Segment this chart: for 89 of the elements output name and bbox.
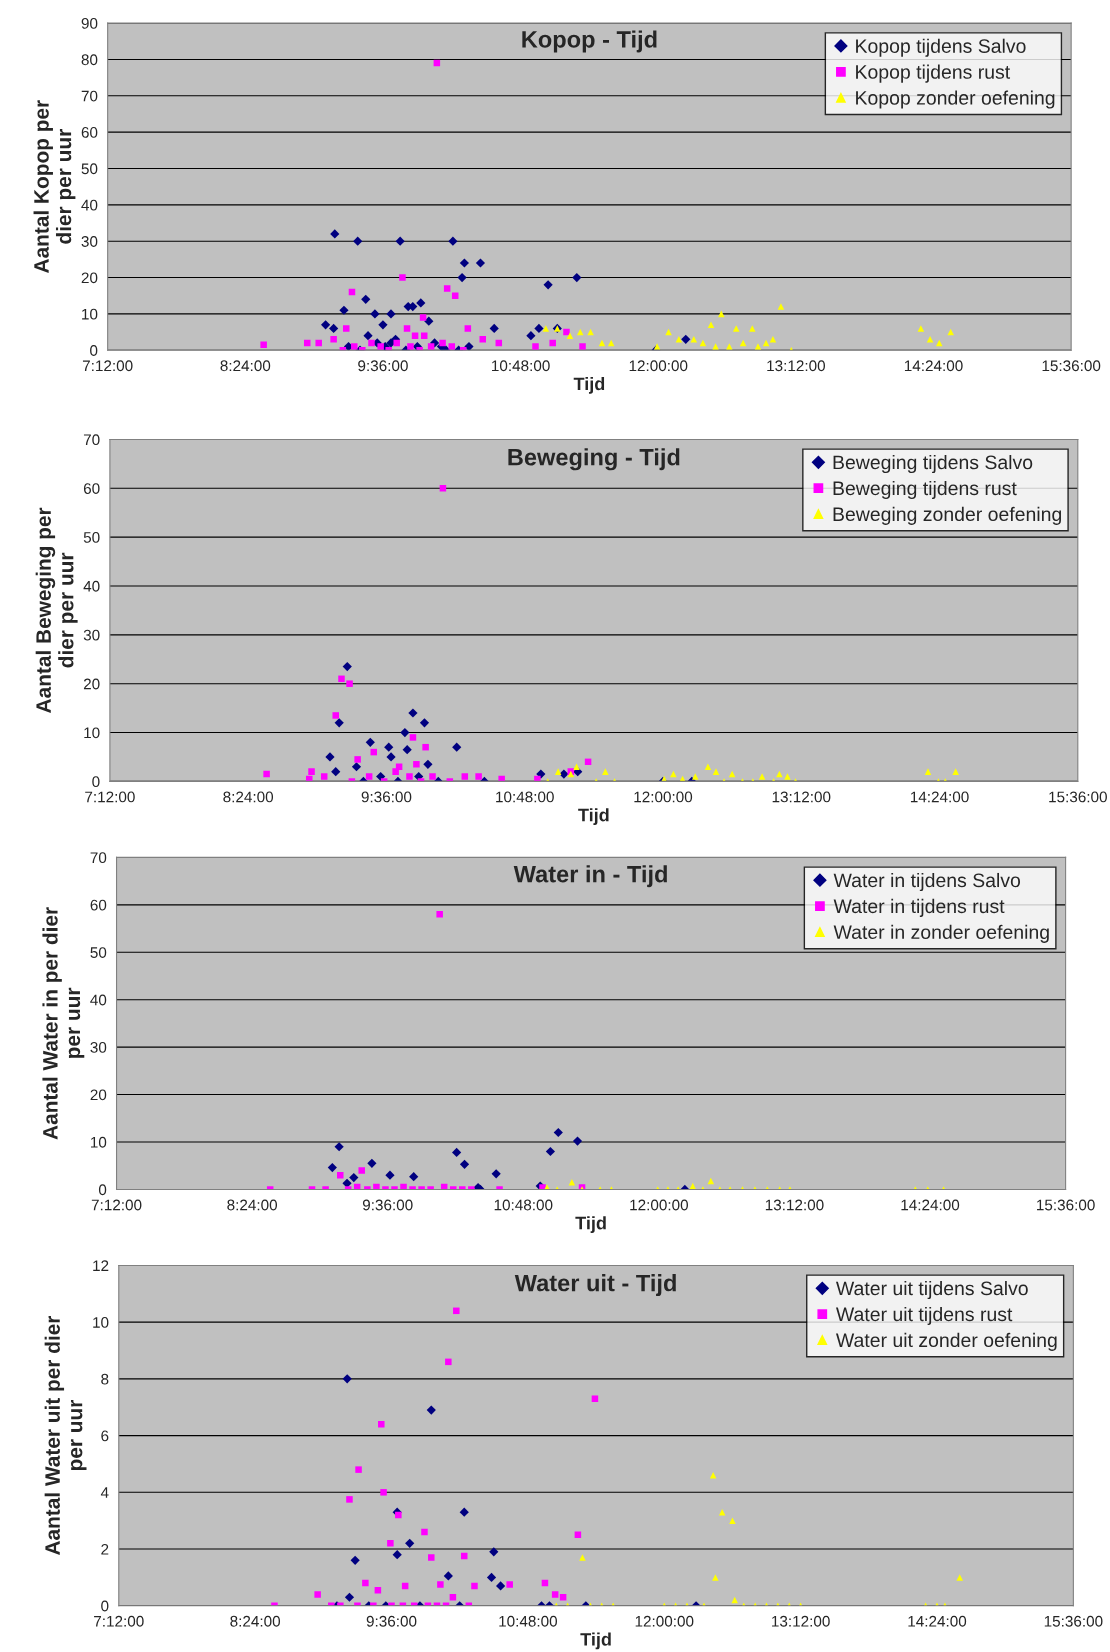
x-tick-label: 8:24:00 [227, 1199, 278, 1211]
legend-label: Water uit tijdens Salvo [835, 1280, 1028, 1300]
y-axis-title: Aantal Beweging per dier per uur [35, 507, 78, 713]
y-tick-label: 30 [81, 236, 98, 247]
x-tick-label: 15:36:00 [1044, 1615, 1103, 1627]
legend-label: Beweging tijdens rust [833, 480, 1017, 500]
x-axis-title: Tijd [573, 376, 605, 394]
x-tick-label: 12:00:00 [629, 360, 688, 372]
x-tick-label: 8:24:00 [223, 791, 274, 803]
x-tick-label: 14:24:00 [904, 360, 963, 372]
x-tick-label: 13:12:00 [767, 360, 826, 372]
y-tick-label: 90 [81, 18, 98, 29]
x-tick-label: 8:24:00 [220, 360, 271, 372]
x-tick-label: 14:24:00 [910, 791, 969, 803]
legend-label: Kopop zonder oefening [856, 90, 1055, 109]
legend-label: Water in zonder oefening [833, 924, 1049, 943]
y-tick-label: 60 [83, 483, 100, 494]
x-tick-label: 10:48:00 [492, 360, 550, 372]
y-tick-label: 6 [101, 1430, 109, 1442]
x-tick-label: 12:00:00 [635, 1615, 694, 1627]
y-tick-label: 4 [100, 1487, 109, 1498]
y-tick-label: 0 [98, 1184, 107, 1196]
y-tick-label: 0 [101, 1600, 109, 1612]
y-tick-label: 0 [92, 776, 100, 788]
x-tick-label: 10:48:00 [494, 1199, 553, 1211]
y-tick-label: 40 [90, 994, 107, 1006]
x-tick-label: 8:24:00 [230, 1615, 281, 1627]
y-tick-label: 0 [90, 345, 98, 356]
legend-label: Water uit tijdens rust [835, 1306, 1013, 1326]
y-tick-label: 80 [81, 54, 98, 66]
y-tick-label: 60 [81, 127, 98, 138]
legend-label: Beweging zonder oefening [833, 506, 1062, 525]
y-tick-label: 8 [101, 1373, 109, 1385]
x-tick-label: 7:12:00 [94, 1615, 144, 1627]
y-tick-label: 2 [101, 1543, 109, 1555]
y-tick-label: 40 [83, 580, 100, 592]
y-tick-label: 50 [83, 532, 100, 543]
x-tick-label: 15:36:00 [1037, 1199, 1095, 1211]
x-axis-title: Tijd [580, 1632, 611, 1650]
legend-label: Water uit zonder oefening [835, 1332, 1057, 1351]
y-tick-label: 30 [83, 629, 100, 641]
y-tick-label: 50 [81, 163, 98, 175]
x-tick-label: 10:48:00 [499, 1615, 558, 1627]
x-tick-label: 13:12:00 [765, 1199, 824, 1211]
y-tick-label: 70 [90, 852, 107, 864]
x-tick-label: 13:12:00 [772, 791, 831, 803]
x-tick-label: 14:24:00 [908, 1615, 967, 1627]
legend-label: Water in tijdens rust [833, 898, 1005, 917]
y-tick-label: 10 [91, 1136, 107, 1148]
chart-title: Beweging - Tijd [508, 448, 680, 471]
legend-label: Kopop tijdens Salvo [856, 38, 1026, 57]
y-tick-label: 10 [84, 727, 100, 739]
legend-label: Water in tijdens Salvo [833, 872, 1021, 892]
x-tick-label: 12:00:00 [630, 1199, 688, 1211]
x-tick-label: 9:36:00 [358, 360, 408, 372]
x-tick-label: 12:00:00 [634, 791, 693, 803]
y-tick-label: 60 [90, 899, 107, 911]
y-tick-label: 20 [90, 1089, 107, 1101]
x-axis-title: Tijd [575, 1216, 606, 1234]
y-axis-title: Aantal Water uit per dier per uur [44, 1315, 87, 1556]
chart-title: Water uit - Tijd [514, 1274, 676, 1297]
x-tick-label: 9:36:00 [361, 791, 412, 803]
y-tick-label: 70 [81, 90, 98, 102]
x-tick-label: 9:36:00 [362, 1199, 413, 1211]
x-tick-label: 13:12:00 [772, 1615, 830, 1627]
y-tick-label: 20 [81, 272, 98, 284]
y-tick-label: 20 [83, 678, 100, 690]
y-tick-label: 70 [83, 434, 100, 446]
x-tick-label: 15:36:00 [1042, 360, 1101, 372]
y-tick-label: 30 [90, 1042, 107, 1053]
x-tick-label: 7:12:00 [82, 360, 133, 372]
y-tick-label: 10 [93, 1317, 109, 1328]
chart-title: Water in - Tijd [513, 865, 667, 888]
x-axis-title: Tijd [578, 808, 609, 825]
y-axis-title: Aantal Kopop per dier per uur [33, 100, 76, 273]
x-tick-label: 7:12:00 [85, 791, 135, 803]
chart-title: Kopop - Tijd [522, 30, 657, 53]
y-tick-label: 12 [93, 1260, 109, 1271]
y-tick-label: 50 [90, 947, 107, 958]
x-tick-label: 7:12:00 [91, 1199, 142, 1211]
legend-label: Beweging tijdens Salvo [833, 454, 1033, 474]
x-tick-label: 9:36:00 [366, 1615, 417, 1627]
legend-label: Kopop tijdens rust [856, 64, 1011, 83]
y-tick-label: 10 [82, 308, 98, 320]
x-tick-label: 15:36:00 [1049, 791, 1107, 803]
y-tick-label: 40 [81, 199, 98, 211]
x-tick-label: 14:24:00 [901, 1199, 960, 1211]
y-axis-title: Aantal Water in per dier per uur [42, 907, 85, 1140]
x-tick-label: 10:48:00 [496, 791, 554, 803]
